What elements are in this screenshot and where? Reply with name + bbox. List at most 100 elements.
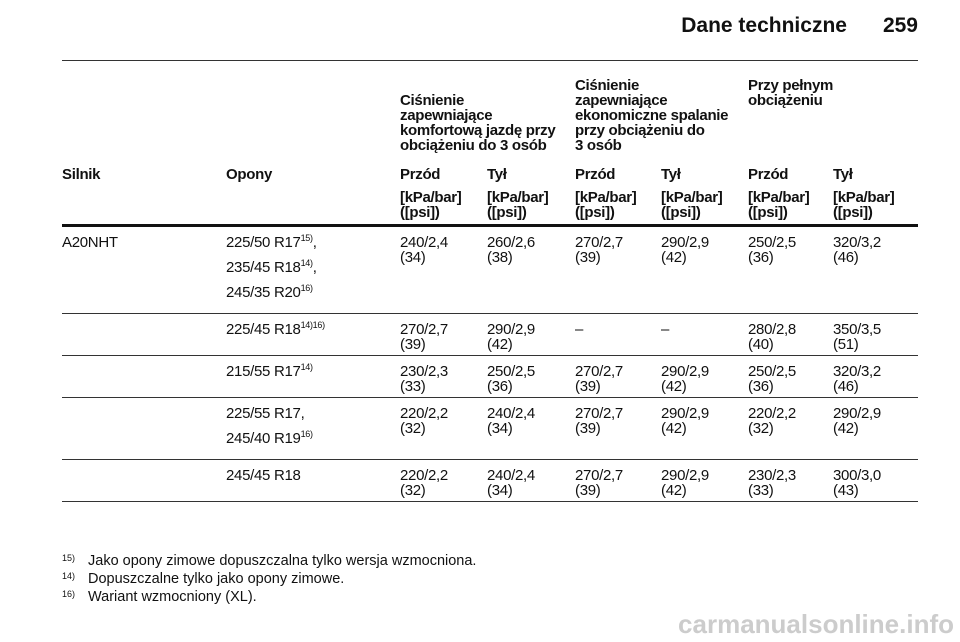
value-line: 270/2,7 [575,363,623,380]
unit-line: [kPa/bar] [833,189,895,206]
footnote-ref: 14) [300,362,313,372]
separator: , [312,234,317,251]
tyre-size: 245/35 R20 [226,284,301,301]
unit-line: [kPa/bar] [575,189,637,206]
tyre-size: 235/45 R18 [226,259,301,276]
value-cell: 320/3,2 (46) [833,225,918,314]
footnote-ref: 14)16) [300,320,326,330]
value-line: 230/2,3 [748,467,796,484]
value-line: (39) [575,420,601,437]
value-line: 270/2,7 [575,467,623,484]
group-line: obciążeniu do 3 osób [400,137,547,154]
value-cell: 270/2,7 (39) [400,313,487,356]
group-line: Ciśnienie [400,92,464,109]
column-row: Silnik Opony Przód Tył Przód Tył Przód Tył [62,159,918,190]
value-cell: – [575,313,661,356]
unit-line: ([psi]) [575,204,615,221]
value-cell: 220/2,2 (32) [400,459,487,502]
engine-cell [62,313,226,356]
value-cell: 300/3,0 (43) [833,459,918,502]
value-line: 250/2,5 [487,363,535,380]
table-row: 225/45 R1814)16) 270/2,7 (39) 290/2,9 (42) – –… [62,313,918,356]
separator: , [312,259,317,276]
value-line: (32) [400,482,426,499]
footnote: 15) Jako opony zimowe dopuszczalna tylko … [62,552,476,570]
value-line: (42) [661,378,687,395]
unit-header: [kPa/bar] ([psi]) [661,190,748,227]
value-cell: 270/2,7 (39) [575,459,661,502]
value-line: (43) [833,482,859,499]
watermark: carmanualsonline.info [678,609,954,639]
tyre-size: 225/45 R18 [226,321,301,338]
cell [62,190,400,227]
value-line: 280/2,8 [748,321,796,338]
value-cell: 250/2,5 (36) [748,355,833,398]
value-line: (34) [487,482,513,499]
value-line: (34) [400,249,426,266]
value-cell: 320/3,2 (46) [833,355,918,398]
value-cell: 270/2,7 (39) [575,355,661,398]
group-line: zapewniające [400,107,493,124]
unit-header: [kPa/bar] ([psi]) [748,189,833,227]
title: Dane techniczne [681,14,847,37]
unit-line: [kPa/bar] [400,189,462,206]
unit-line: ([psi]) [748,204,788,221]
table-row: 245/45 R18 220/2,2 (32) 240/2,4 (34) 270/2,7(… [62,459,918,502]
group-line: Ciśnienie [575,77,639,94]
tyre: 235/45 R1814), [226,259,400,276]
tyre: 245/35 R2016) [226,284,400,301]
value-line: (39) [575,249,601,266]
footnote-mark: 15) [62,553,76,563]
value-line: 290/2,9 [487,321,535,338]
value-cell: 240/2,4 (34) [400,225,487,314]
tyre: 225/50 R1715), [226,234,400,251]
value-line: (33) [748,482,774,499]
value-line: (38) [487,249,513,266]
value-line: 350/3,5 [833,321,881,338]
value-line: 290/2,9 [661,363,709,380]
footnote-text: Jako opony zimowe dopuszczalna tylko wer… [88,553,477,569]
engine-cell [62,397,226,460]
engine-cell [62,459,226,502]
value-cell: 270/2,7 (39) [575,397,661,460]
value-line: (46) [833,249,859,266]
value-cell: 220/2,2 (32) [400,397,487,460]
value-line: 320/3,2 [833,234,881,251]
tyre: 215/55 R1714) [226,362,400,380]
value-cell: 270/2,7 (39) [575,225,661,314]
unit-line: ([psi]) [833,204,873,221]
unit-line: ([psi]) [487,204,527,221]
tyres-cell: 245/45 R18 [226,459,400,502]
group-line: Przy pełnym [748,77,834,94]
unit-header: [kPa/bar] ([psi]) [400,189,487,227]
value-line: 270/2,7 [575,234,623,251]
value-line: – [661,321,670,338]
group-row: Ciśnienie zapewniające komfortową jazdę pr… [62,78,918,159]
tyres-cell: 225/55 R17, 245/40 R1916) [226,397,400,460]
unit-line: [kPa/bar] [748,189,810,206]
value-line: 240/2,4 [487,405,535,422]
tyre-size: 215/55 R17 [226,363,301,380]
group-header: Przy pełnym obciążeniu [748,78,918,159]
tyres-cell: 225/45 R1814)16) [226,313,400,356]
value-cell: 260/2,6 (38) [487,225,575,314]
column-header: Przód [748,166,789,183]
unit-header: [kPa/bar] ([psi]) [833,189,918,227]
rule [62,60,918,61]
value-line: (36) [748,378,774,395]
value-line: 290/2,9 [661,405,709,422]
group-line: 3 osób [575,137,622,154]
value-line: 320/3,2 [833,363,881,380]
footnote-text: Wariant wzmocniony (XL). [88,589,257,605]
tyre: 225/55 R17, [226,406,400,421]
value-line: 290/2,9 [661,234,709,251]
value-cell: 250/2,5 (36) [748,225,833,314]
tyres-cell: 215/55 R1714) [226,355,400,398]
value-cell: 290/2,9 (42) [661,397,748,460]
group-line: zapewniające [575,92,668,109]
column-header: Opony [226,166,272,183]
value-cell: 290/2,9 (42) [833,397,918,460]
value-line: 220/2,2 [748,405,796,422]
value-line: 250/2,5 [748,363,796,380]
engine: A20NHT [62,234,118,251]
